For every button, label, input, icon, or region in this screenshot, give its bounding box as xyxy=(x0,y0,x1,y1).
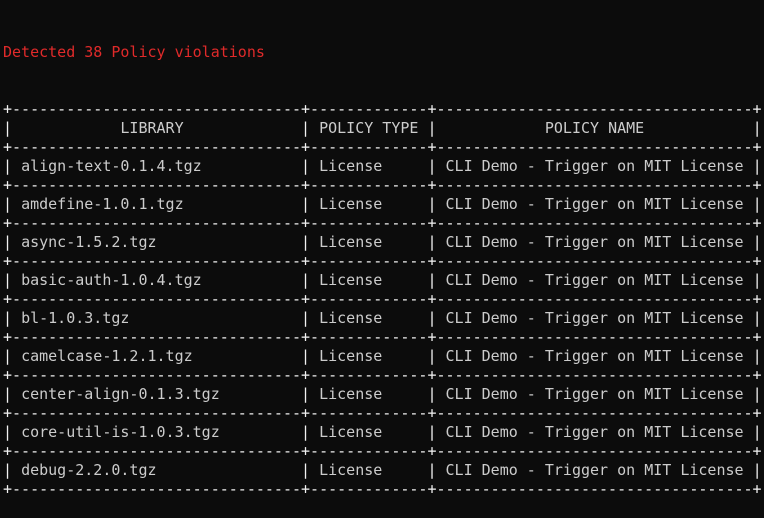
table-row: | amdefine-1.0.1.tgz | License | CLI Dem… xyxy=(3,195,762,214)
column-divider: | xyxy=(3,309,13,327)
column-divider: | xyxy=(301,347,311,365)
table-border: +--------------------------------+------… xyxy=(3,252,762,270)
table-cell: CLI Demo - Trigger on MIT License xyxy=(445,347,744,365)
table-border: +--------------------------------+------… xyxy=(3,138,762,156)
table-cell: debug-2.2.0.tgz xyxy=(21,461,157,479)
table-cell: CLI Demo - Trigger on MIT License xyxy=(445,423,744,441)
column-divider: | xyxy=(427,157,437,175)
table-row: | camelcase-1.2.1.tgz | License | CLI De… xyxy=(3,347,762,366)
column-divider: | xyxy=(301,385,311,403)
table-cell: License xyxy=(319,195,383,213)
column-divider: | xyxy=(301,233,311,251)
column-divider: | xyxy=(3,157,13,175)
violations-summary: Detected 38 Policy violations xyxy=(3,43,265,61)
table-row: | debug-2.2.0.tgz | License | CLI Demo -… xyxy=(3,461,762,480)
table-cell: CLI Demo - Trigger on MIT License xyxy=(445,461,744,479)
table-cell: align-text-0.1.4.tgz xyxy=(21,157,202,175)
table-row: | align-text-0.1.4.tgz | License | CLI D… xyxy=(3,157,762,176)
table-cell: License xyxy=(319,233,383,251)
column-divider: | xyxy=(752,119,762,137)
column-divider: | xyxy=(427,347,437,365)
column-divider: | xyxy=(301,195,311,213)
column-divider: | xyxy=(427,385,437,403)
table-border: +--------------------------------+------… xyxy=(3,480,762,498)
table-cell: License xyxy=(319,309,383,327)
violations-table: +--------------------------------+------… xyxy=(3,100,762,499)
column-divider: | xyxy=(752,271,762,289)
table-cell: amdefine-1.0.1.tgz xyxy=(21,195,184,213)
column-divider: | xyxy=(3,233,13,251)
column-divider: | xyxy=(752,347,762,365)
column-header: POLICY TYPE xyxy=(319,119,419,137)
column-header: LIBRARY xyxy=(120,119,184,137)
table-cell: basic-auth-1.0.4.tgz xyxy=(21,271,202,289)
column-divider: | xyxy=(752,233,762,251)
column-divider: | xyxy=(301,119,311,137)
table-border: +--------------------------------+------… xyxy=(3,176,762,194)
column-divider: | xyxy=(427,233,437,251)
column-divider: | xyxy=(752,309,762,327)
column-divider: | xyxy=(301,423,311,441)
table-border: +--------------------------------+------… xyxy=(3,100,762,118)
table-row: | bl-1.0.3.tgz | License | CLI Demo - Tr… xyxy=(3,309,762,328)
table-cell: License xyxy=(319,385,383,403)
column-divider: | xyxy=(752,461,762,479)
table-header-row: | LIBRARY | POLICY TYPE | POLICY NAME | xyxy=(3,119,762,138)
table-row: | core-util-is-1.0.3.tgz | License | CLI… xyxy=(3,423,762,442)
table-cell: CLI Demo - Trigger on MIT License xyxy=(445,233,744,251)
table-border: +--------------------------------+------… xyxy=(3,366,762,384)
column-header: POLICY NAME xyxy=(544,119,645,137)
table-cell: License xyxy=(319,347,383,365)
column-divider: | xyxy=(427,423,437,441)
table-cell: CLI Demo - Trigger on MIT License xyxy=(445,309,744,327)
column-divider: | xyxy=(752,423,762,441)
column-divider: | xyxy=(427,461,437,479)
table-cell: License xyxy=(319,423,383,441)
column-divider: | xyxy=(301,157,311,175)
column-divider: | xyxy=(3,385,13,403)
column-divider: | xyxy=(427,271,437,289)
column-divider: | xyxy=(3,423,13,441)
table-cell: CLI Demo - Trigger on MIT License xyxy=(445,271,744,289)
column-divider: | xyxy=(301,309,311,327)
column-divider: | xyxy=(427,119,437,137)
column-divider: | xyxy=(3,119,13,137)
table-cell: async-1.5.2.tgz xyxy=(21,233,157,251)
table-border: +--------------------------------+------… xyxy=(3,328,762,346)
table-row: | basic-auth-1.0.4.tgz | License | CLI D… xyxy=(3,271,762,290)
table-border: +--------------------------------+------… xyxy=(3,404,762,422)
table-cell: CLI Demo - Trigger on MIT License xyxy=(445,195,744,213)
table-cell: CLI Demo - Trigger on MIT License xyxy=(445,385,744,403)
column-divider: | xyxy=(3,195,13,213)
table-cell: bl-1.0.3.tgz xyxy=(21,309,130,327)
table-cell: License xyxy=(319,271,383,289)
column-divider: | xyxy=(752,157,762,175)
column-divider: | xyxy=(427,309,437,327)
column-divider: | xyxy=(427,195,437,213)
table-cell: License xyxy=(319,461,383,479)
table-cell: core-util-is-1.0.3.tgz xyxy=(21,423,220,441)
table-cell: License xyxy=(319,157,383,175)
table-row: | async-1.5.2.tgz | License | CLI Demo -… xyxy=(3,233,762,252)
table-border: +--------------------------------+------… xyxy=(3,442,762,460)
table-border: +--------------------------------+------… xyxy=(3,290,762,308)
table-cell: center-align-0.1.3.tgz xyxy=(21,385,220,403)
terminal-output: Detected 38 Policy violations +---------… xyxy=(3,5,762,518)
column-divider: | xyxy=(3,271,13,289)
table-cell: camelcase-1.2.1.tgz xyxy=(21,347,193,365)
table-border: +--------------------------------+------… xyxy=(3,214,762,232)
column-divider: | xyxy=(301,461,311,479)
column-divider: | xyxy=(3,347,13,365)
column-divider: | xyxy=(752,385,762,403)
column-divider: | xyxy=(752,195,762,213)
table-cell: CLI Demo - Trigger on MIT License xyxy=(445,157,744,175)
table-row: | center-align-0.1.3.tgz | License | CLI… xyxy=(3,385,762,404)
column-divider: | xyxy=(301,271,311,289)
column-divider: | xyxy=(3,461,13,479)
